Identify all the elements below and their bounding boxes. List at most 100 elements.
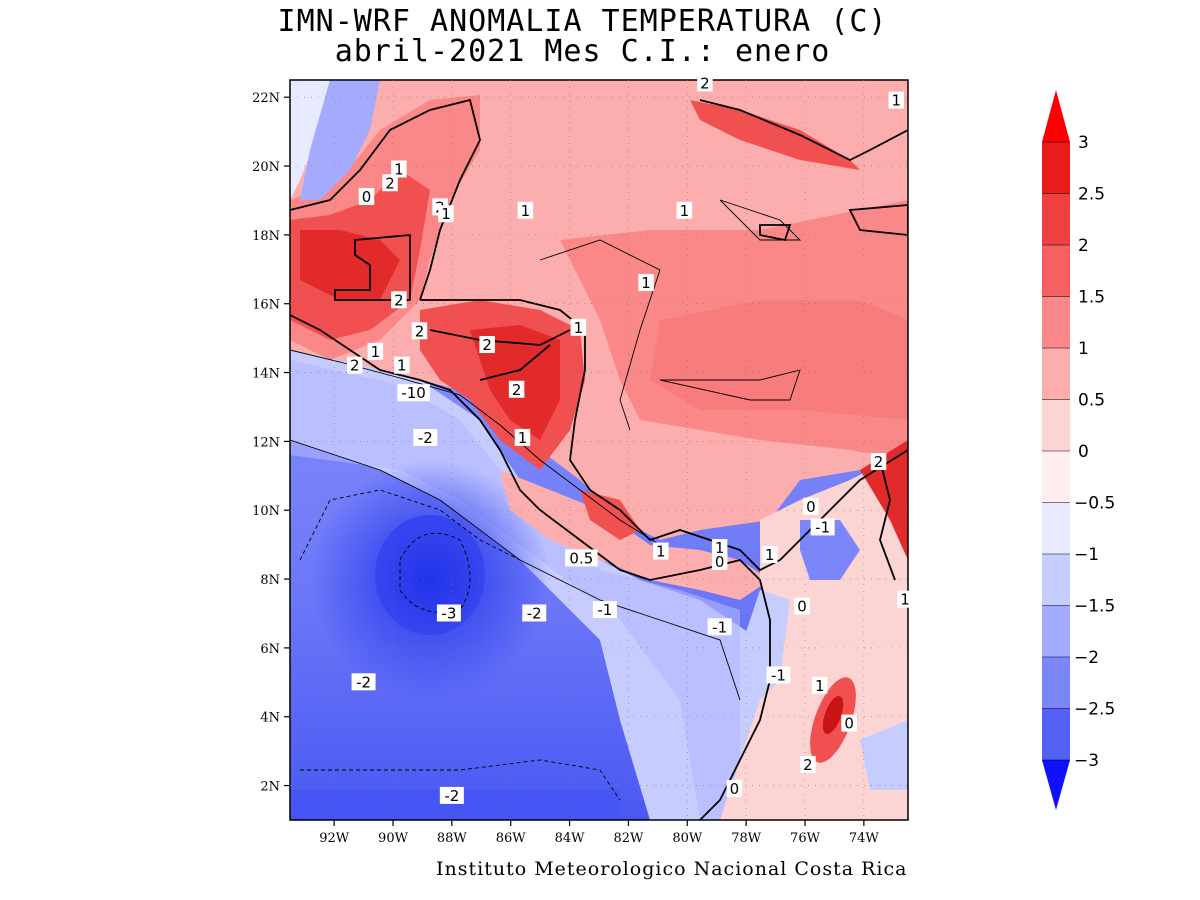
svg-text:1: 1 xyxy=(394,160,404,178)
contour-label: 1 xyxy=(811,676,828,695)
contour-label: 1 xyxy=(897,590,913,609)
colorbar-band xyxy=(1042,245,1070,297)
svg-text:2: 2 xyxy=(385,174,395,192)
plot-frame xyxy=(289,79,909,821)
svg-text:-2: -2 xyxy=(356,673,371,691)
colorbar-label: 1 xyxy=(1078,339,1089,359)
contour-label: 2 xyxy=(479,336,495,354)
contour-label: 2 xyxy=(382,174,398,192)
colorbar-label: 2 xyxy=(1078,236,1089,256)
contour-label: 2 xyxy=(800,755,816,774)
contour-labels: 10221112112221121-102-2120-111010.5-1-2-… xyxy=(346,74,913,805)
lon-tick-label: 74W xyxy=(849,831,880,846)
contour-label: 1 xyxy=(438,205,454,223)
svg-text:1: 1 xyxy=(574,319,584,337)
contour-label: 2 xyxy=(870,453,887,471)
colorbar-arrow-bottom xyxy=(1042,760,1070,810)
svg-text:1: 1 xyxy=(441,205,451,223)
colorbar-label: 0 xyxy=(1078,442,1089,462)
contour-label: 0 xyxy=(726,780,743,798)
lat-tick-label: 2N xyxy=(260,780,280,795)
svg-text:0: 0 xyxy=(715,553,725,571)
colorbar-label: −1.5 xyxy=(1074,597,1115,617)
contour-label: 2 xyxy=(508,380,525,399)
colorbar-band xyxy=(1042,605,1070,657)
svg-text:0: 0 xyxy=(797,598,807,616)
lon-tick-label: 90W xyxy=(378,831,409,846)
colorbar: 3 2.5 2 1.5 1 0.5 0 −0.5 −1 −1.5 −2 −2.5 −3 xyxy=(1042,90,1115,810)
svg-text:2: 2 xyxy=(482,336,492,354)
contour-label: 2 xyxy=(391,291,407,309)
svg-text:1: 1 xyxy=(518,429,528,447)
colorbar-label: −0.5 xyxy=(1074,494,1115,514)
svg-text:2: 2 xyxy=(874,453,884,471)
colorbar-band xyxy=(1042,142,1070,194)
contour-label: 0 xyxy=(794,597,810,616)
colorbar-band xyxy=(1042,348,1070,400)
lat-tick-label: 16N xyxy=(252,298,280,313)
lat-tick-label: 22N xyxy=(252,91,280,106)
colorbar-label: 2.5 xyxy=(1078,185,1105,205)
svg-text:-1: -1 xyxy=(771,666,786,684)
contour-label: 1 xyxy=(676,201,693,220)
contour-label: 1 xyxy=(570,318,587,337)
svg-text:-2: -2 xyxy=(444,787,459,805)
svg-text:1: 1 xyxy=(900,591,910,609)
lat-tick-label: 8N xyxy=(260,573,280,588)
lat-tick-label: 14N xyxy=(252,367,280,382)
svg-text:1: 1 xyxy=(680,202,690,220)
contour-label: -1 xyxy=(810,518,835,536)
lat-tick-label: 20N xyxy=(252,160,280,175)
colorbar-band xyxy=(1042,657,1070,709)
colorbar-band xyxy=(1042,399,1070,451)
contour-label: 1 xyxy=(711,539,728,557)
lon-tick-label: 86W xyxy=(496,831,527,846)
svg-text:-10: -10 xyxy=(401,384,426,402)
svg-text:2: 2 xyxy=(700,74,710,92)
svg-text:-3: -3 xyxy=(441,604,456,622)
contour-label: -10 xyxy=(397,384,430,402)
svg-text:0: 0 xyxy=(362,188,372,206)
lon-tick-label: 84W xyxy=(555,831,586,846)
svg-text:1: 1 xyxy=(371,343,381,361)
contour-label: -2 xyxy=(351,673,376,691)
svg-text:-1: -1 xyxy=(712,618,727,636)
contour-label: -2 xyxy=(413,428,438,447)
contour-label: 1 xyxy=(517,201,534,220)
svg-text:0: 0 xyxy=(844,715,854,733)
colorbar-band xyxy=(1042,296,1070,348)
svg-text:2: 2 xyxy=(512,381,522,399)
colorbar-label: −2.5 xyxy=(1074,700,1115,720)
contour-label: 1 xyxy=(394,356,410,375)
contour-label: -1 xyxy=(766,666,791,684)
colorbar-label: 0.5 xyxy=(1078,391,1105,411)
colorbar-band xyxy=(1042,502,1070,554)
colorbar-band xyxy=(1042,554,1070,606)
contour-label: 2 xyxy=(346,356,363,375)
lat-tick-label: 12N xyxy=(252,435,280,450)
colorbar-arrow-top xyxy=(1042,90,1070,142)
contour-label: 2 xyxy=(411,322,428,340)
svg-text:2: 2 xyxy=(350,357,360,375)
contour-label: 0 xyxy=(358,188,375,206)
svg-text:-1: -1 xyxy=(597,601,612,619)
lon-tick-label: 82W xyxy=(613,831,644,846)
contour-label: -1 xyxy=(707,618,732,636)
colorbar-label: 3 xyxy=(1078,133,1089,153)
contour-label: 2 xyxy=(697,74,713,92)
contour-label: 0 xyxy=(803,497,819,516)
svg-text:-2: -2 xyxy=(418,429,433,447)
contour-label: 1 xyxy=(367,342,384,361)
map-title: IMN-WRF ANOMALIA TEMPERATURA (C) xyxy=(277,4,888,39)
colorbar-band xyxy=(1042,451,1070,503)
axis-ticks: 22N 20N 18N 16N 14N 12N 10N 8N 6N 4N 2N 92W 90W 88W 86… xyxy=(252,91,879,846)
lat-tick-label: 10N xyxy=(252,504,280,519)
svg-text:1: 1 xyxy=(641,274,651,292)
svg-text:1: 1 xyxy=(656,543,666,561)
svg-text:0: 0 xyxy=(730,780,740,798)
lon-tick-label: 92W xyxy=(319,831,350,846)
colorbar-label: −3 xyxy=(1074,751,1099,771)
colorbar-band xyxy=(1042,708,1070,760)
contour-label: -3 xyxy=(436,604,461,622)
svg-text:2: 2 xyxy=(803,756,813,774)
